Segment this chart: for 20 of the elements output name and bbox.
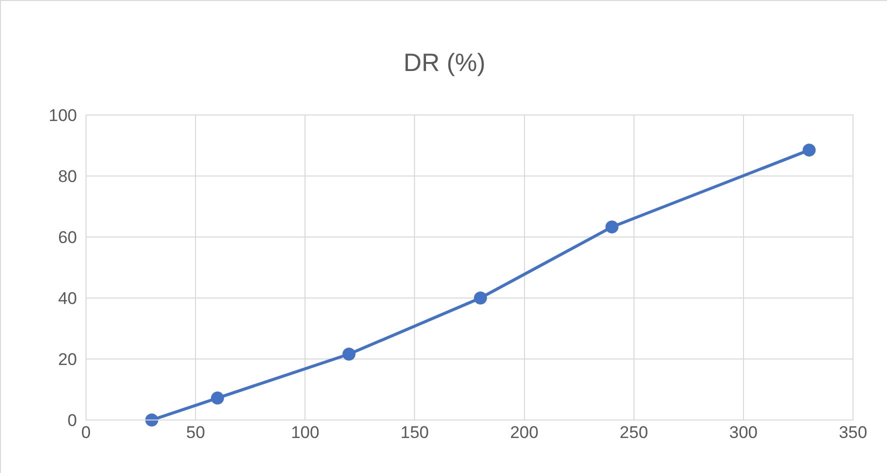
point <box>474 292 487 304</box>
x-tick-label: 250 <box>620 423 648 442</box>
x-tick-label: 300 <box>729 423 758 442</box>
chart-title: DR (%) <box>404 49 486 78</box>
y-tick-label: 20 <box>58 350 77 369</box>
x-tick-label: 350 <box>838 423 868 442</box>
x-tick-label: 150 <box>400 423 429 442</box>
y-tick-label: 80 <box>58 166 77 186</box>
point <box>802 144 816 157</box>
point <box>605 220 618 234</box>
y-tick-label: 100 <box>48 106 77 125</box>
y-tick-label: 60 <box>58 228 77 247</box>
x-tick-label: 200 <box>510 423 538 442</box>
x-tick-label: 50 <box>186 423 206 442</box>
point <box>210 392 224 405</box>
x-tick-label: 0 <box>81 423 91 442</box>
y-tick-label: 0 <box>68 410 77 430</box>
point <box>342 348 356 361</box>
y-tick-label: 40 <box>58 288 77 308</box>
x-tick-label: 100 <box>290 423 320 442</box>
